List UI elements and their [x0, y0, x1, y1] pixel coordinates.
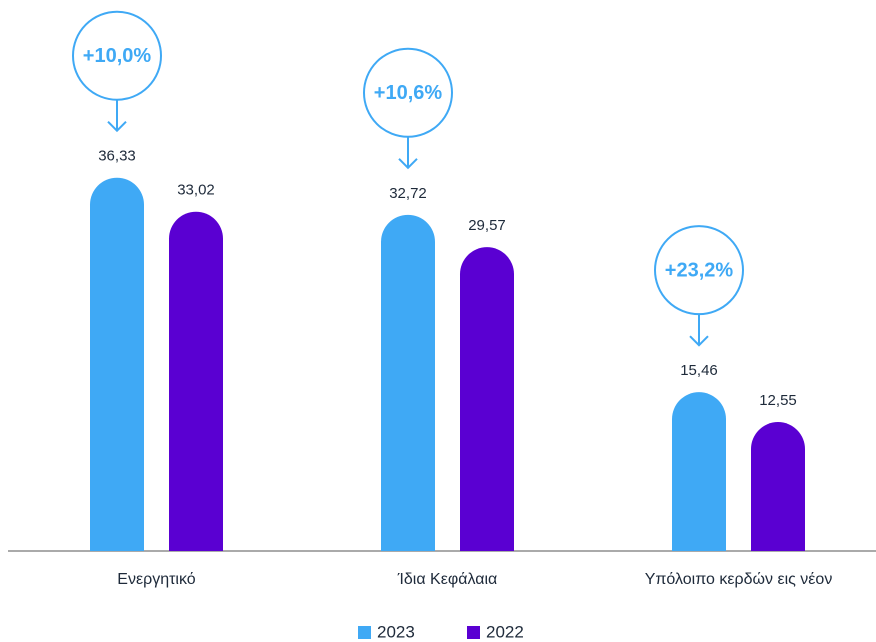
bar	[90, 177, 144, 552]
bar	[381, 214, 435, 551]
bar	[751, 422, 805, 551]
value-label: 36,33	[98, 148, 136, 165]
value-label: 15,46	[680, 362, 718, 379]
legend-swatch	[358, 626, 371, 639]
value-label: 33,02	[177, 182, 215, 199]
annotation-arrowhead	[689, 335, 709, 347]
legend-label: 2022	[486, 622, 524, 641]
value-label: 12,55	[759, 392, 797, 409]
x-tick-label: Ενεργητικό	[117, 571, 195, 588]
x-tick-label: Ίδια Κεφάλαια	[397, 571, 498, 588]
value-label: 32,72	[389, 185, 427, 202]
bar	[460, 247, 514, 551]
value-label: 29,57	[468, 217, 506, 234]
annotation: +23,2%	[665, 259, 734, 281]
legend-label: 2023	[377, 622, 415, 641]
bar	[169, 211, 223, 552]
bar	[672, 392, 726, 551]
legend-swatch	[467, 626, 480, 639]
x-tick-label: Υπόλοιπο κερδών εις νέον	[645, 571, 833, 588]
annotation: +10,6%	[374, 82, 443, 104]
annotation-arrowhead	[398, 158, 418, 170]
annotation: +10,0%	[83, 45, 152, 67]
annotation-arrowhead	[107, 121, 127, 133]
